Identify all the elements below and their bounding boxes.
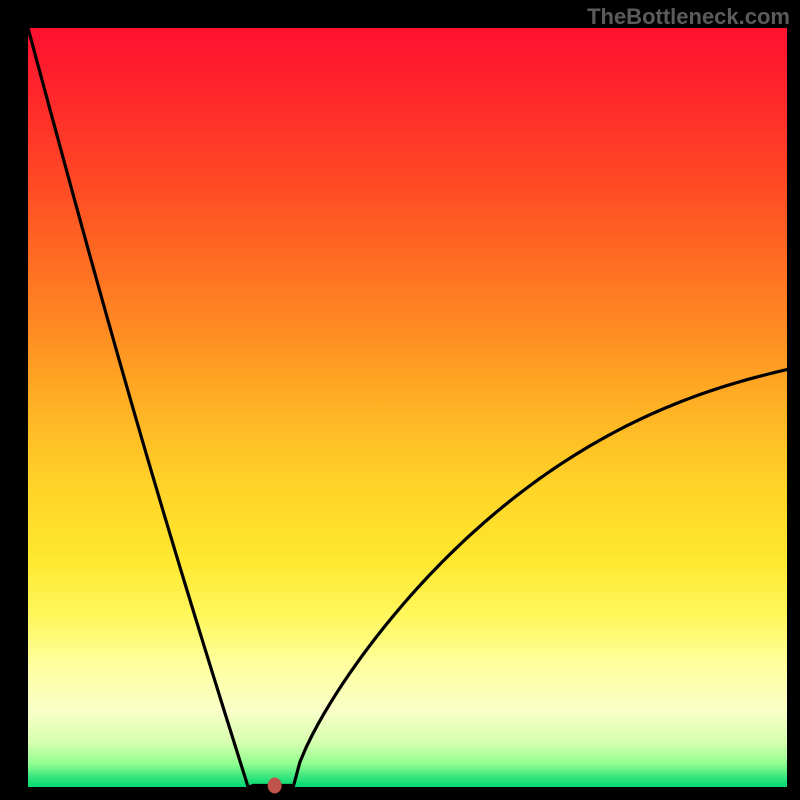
bottleneck-chart bbox=[0, 0, 800, 800]
watermark-label: TheBottleneck.com bbox=[587, 4, 790, 30]
chart-container: TheBottleneck.com bbox=[0, 0, 800, 800]
optimal-point-marker bbox=[268, 777, 282, 793]
plot-area bbox=[28, 28, 787, 787]
